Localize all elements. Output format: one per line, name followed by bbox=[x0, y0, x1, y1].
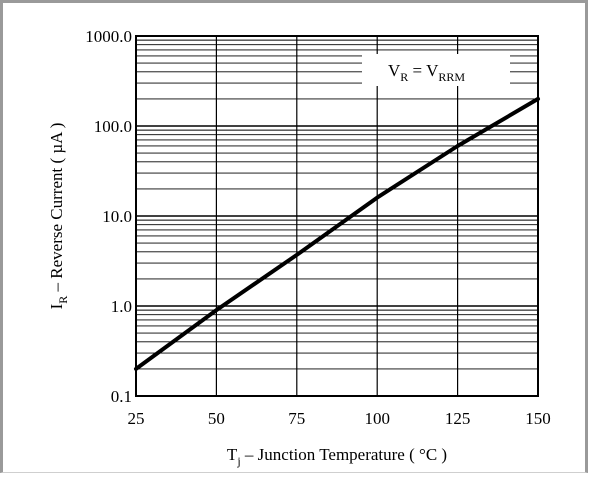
condition-annotation: VR = VRRM bbox=[362, 54, 510, 86]
x-tick-label: 100 bbox=[364, 409, 390, 428]
x-tick-label: 125 bbox=[445, 409, 471, 428]
minor-grid bbox=[136, 39, 538, 370]
x-tick-label: 150 bbox=[525, 409, 551, 428]
y-tick-label: 0.1 bbox=[111, 387, 132, 406]
x-tick-label: 75 bbox=[288, 409, 305, 428]
x-tick-label: 25 bbox=[128, 409, 145, 428]
y-tick-label: 1.0 bbox=[111, 297, 132, 316]
x-tick-labels: 25 50 75 100 125 150 bbox=[128, 409, 551, 428]
y-tick-label: 10.0 bbox=[102, 207, 132, 226]
x-tick-label: 50 bbox=[208, 409, 225, 428]
condition-text: VR = VRRM bbox=[388, 61, 465, 84]
series-line bbox=[134, 96, 540, 371]
x-axis-label: Tj – Junction Temperature ( °C ) bbox=[227, 445, 447, 468]
y-axis-label: IR – Reverse Current ( µA ) bbox=[47, 123, 70, 310]
y-tick-label: 100.0 bbox=[94, 117, 132, 136]
plot-border bbox=[135, 35, 539, 397]
y-tick-label: 1000.0 bbox=[85, 27, 132, 46]
y-tick-labels: 0.1 1.0 10.0 100.0 1000.0 bbox=[85, 27, 132, 406]
